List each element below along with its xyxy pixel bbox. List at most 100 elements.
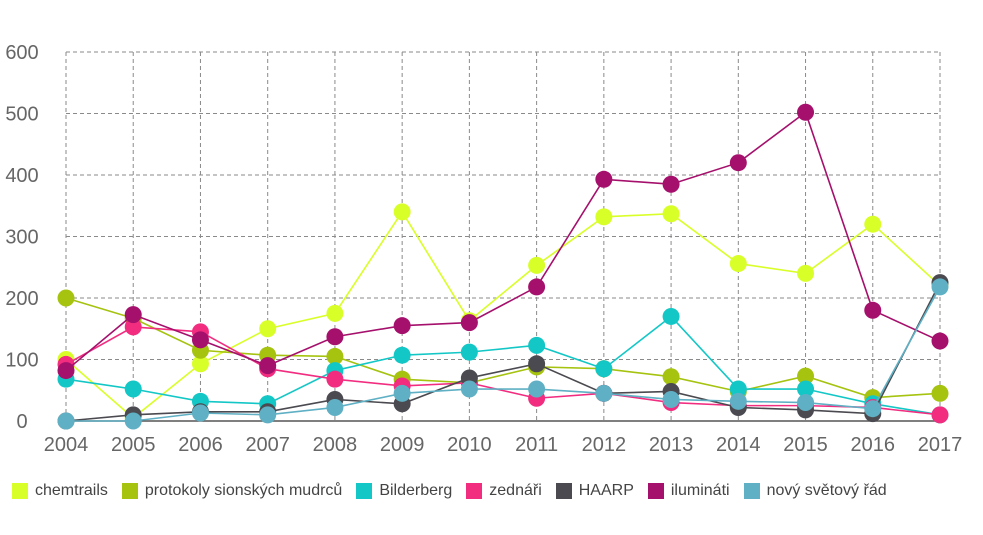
data-point[interactable] [57,362,75,380]
legend-swatch [647,483,664,499]
data-point[interactable] [931,332,949,350]
legend-item: ilumináti [647,482,730,500]
data-point[interactable] [662,390,680,408]
data-point[interactable] [595,208,613,226]
y-tick-label: 400 [5,165,38,187]
data-point[interactable] [864,400,882,418]
axes: 0 100 200 300 400 500 600 2004 2005 2006 2007 2008 2… [5,42,962,456]
legend-item: zednáři [466,482,542,500]
data-point[interactable] [326,347,344,365]
data-point[interactable] [797,394,815,412]
legend-item: Bilderberg [356,482,452,500]
legend-swatch [12,483,28,499]
line-chart: 0 100 200 300 400 500 600 2004 2005 2006 2007 2008 2… [5,42,962,456]
legend-item: nový světový řád [743,482,887,500]
data-point[interactable] [326,370,344,388]
data-point[interactable] [191,355,209,373]
legend-swatch [555,483,572,499]
data-point[interactable] [259,320,277,338]
legend-swatch [356,483,373,499]
data-point[interactable] [124,306,142,324]
data-point[interactable] [528,278,546,296]
data-point[interactable] [191,404,209,422]
x-tick-label: 2013 [649,434,694,456]
x-tick-label: 2007 [245,434,290,456]
legend-item: protokoly sionských mudrců [121,482,343,500]
data-point[interactable] [931,384,949,402]
data-point[interactable] [460,380,478,398]
x-tick-label: 2014 [716,434,761,456]
y-tick-label: 100 [5,350,38,372]
x-tick-label: 2006 [178,434,223,456]
data-point[interactable] [662,205,680,223]
legend-label: chemtrails [35,482,108,499]
data-point[interactable] [797,264,815,282]
series-line [66,286,941,422]
legend-label: ilumináti [670,482,730,499]
y-tick-label: 500 [5,104,38,126]
series-line [65,315,941,416]
data-point[interactable] [326,398,344,416]
data-point[interactable] [460,314,478,332]
series-5 [57,103,949,380]
data-point[interactable] [595,170,613,188]
data-point[interactable] [528,336,546,354]
legend-label: nový světový řád [766,482,887,499]
data-point[interactable] [729,154,747,172]
series-line [65,110,941,372]
data-point[interactable] [393,346,411,364]
data-point[interactable] [528,256,546,274]
series-line [65,326,941,416]
y-tick-label: 300 [5,227,38,249]
x-tick-label: 2017 [918,434,963,456]
x-tick-label: 2004 [44,434,89,456]
data-point[interactable] [595,384,613,402]
data-point[interactable] [326,304,344,322]
data-point[interactable] [797,367,815,385]
data-point[interactable] [124,380,142,398]
data-point[interactable] [729,255,747,273]
x-tick-label: 2015 [783,434,828,456]
data-point[interactable] [393,384,411,402]
x-tick-label: 2011 [515,434,558,456]
data-point[interactable] [729,380,747,398]
legend-swatch [743,483,760,499]
data-point[interactable] [864,215,882,233]
data-point[interactable] [797,380,815,398]
data-point[interactable] [595,360,613,378]
data-point[interactable] [662,307,680,325]
legend: chemtrails protokoly sionských mudrců Bild… [12,478,901,504]
data-point[interactable] [797,103,815,121]
data-point[interactable] [393,203,411,221]
grid [65,51,941,421]
x-tick-label: 2009 [380,434,425,456]
data-point[interactable] [124,318,142,336]
y-tick-label: 0 [16,411,27,433]
y-tick-label: 200 [5,288,38,310]
data-point[interactable] [931,406,949,424]
x-tick-label: 2005 [111,434,156,456]
data-point[interactable] [662,368,680,386]
legend-item: HAARP [555,482,634,500]
data-point[interactable] [124,412,142,430]
data-point[interactable] [57,289,75,307]
data-point[interactable] [326,328,344,346]
legend-swatch [466,483,483,499]
x-tick-label: 2010 [447,434,492,456]
data-point[interactable] [528,380,546,398]
data-point[interactable] [259,357,277,375]
data-point[interactable] [57,412,75,430]
data-point[interactable] [729,392,747,410]
x-tick-label: 2016 [851,434,896,456]
data-point[interactable] [460,343,478,361]
data-point[interactable] [528,355,546,373]
data-point[interactable] [931,278,949,296]
data-point[interactable] [259,406,277,424]
series-line [65,210,941,419]
data-point[interactable] [662,175,680,193]
data-point[interactable] [864,301,882,319]
data-point[interactable] [393,317,411,335]
legend-label: protokoly sionských mudrců [144,482,343,499]
data-point[interactable] [191,331,209,349]
